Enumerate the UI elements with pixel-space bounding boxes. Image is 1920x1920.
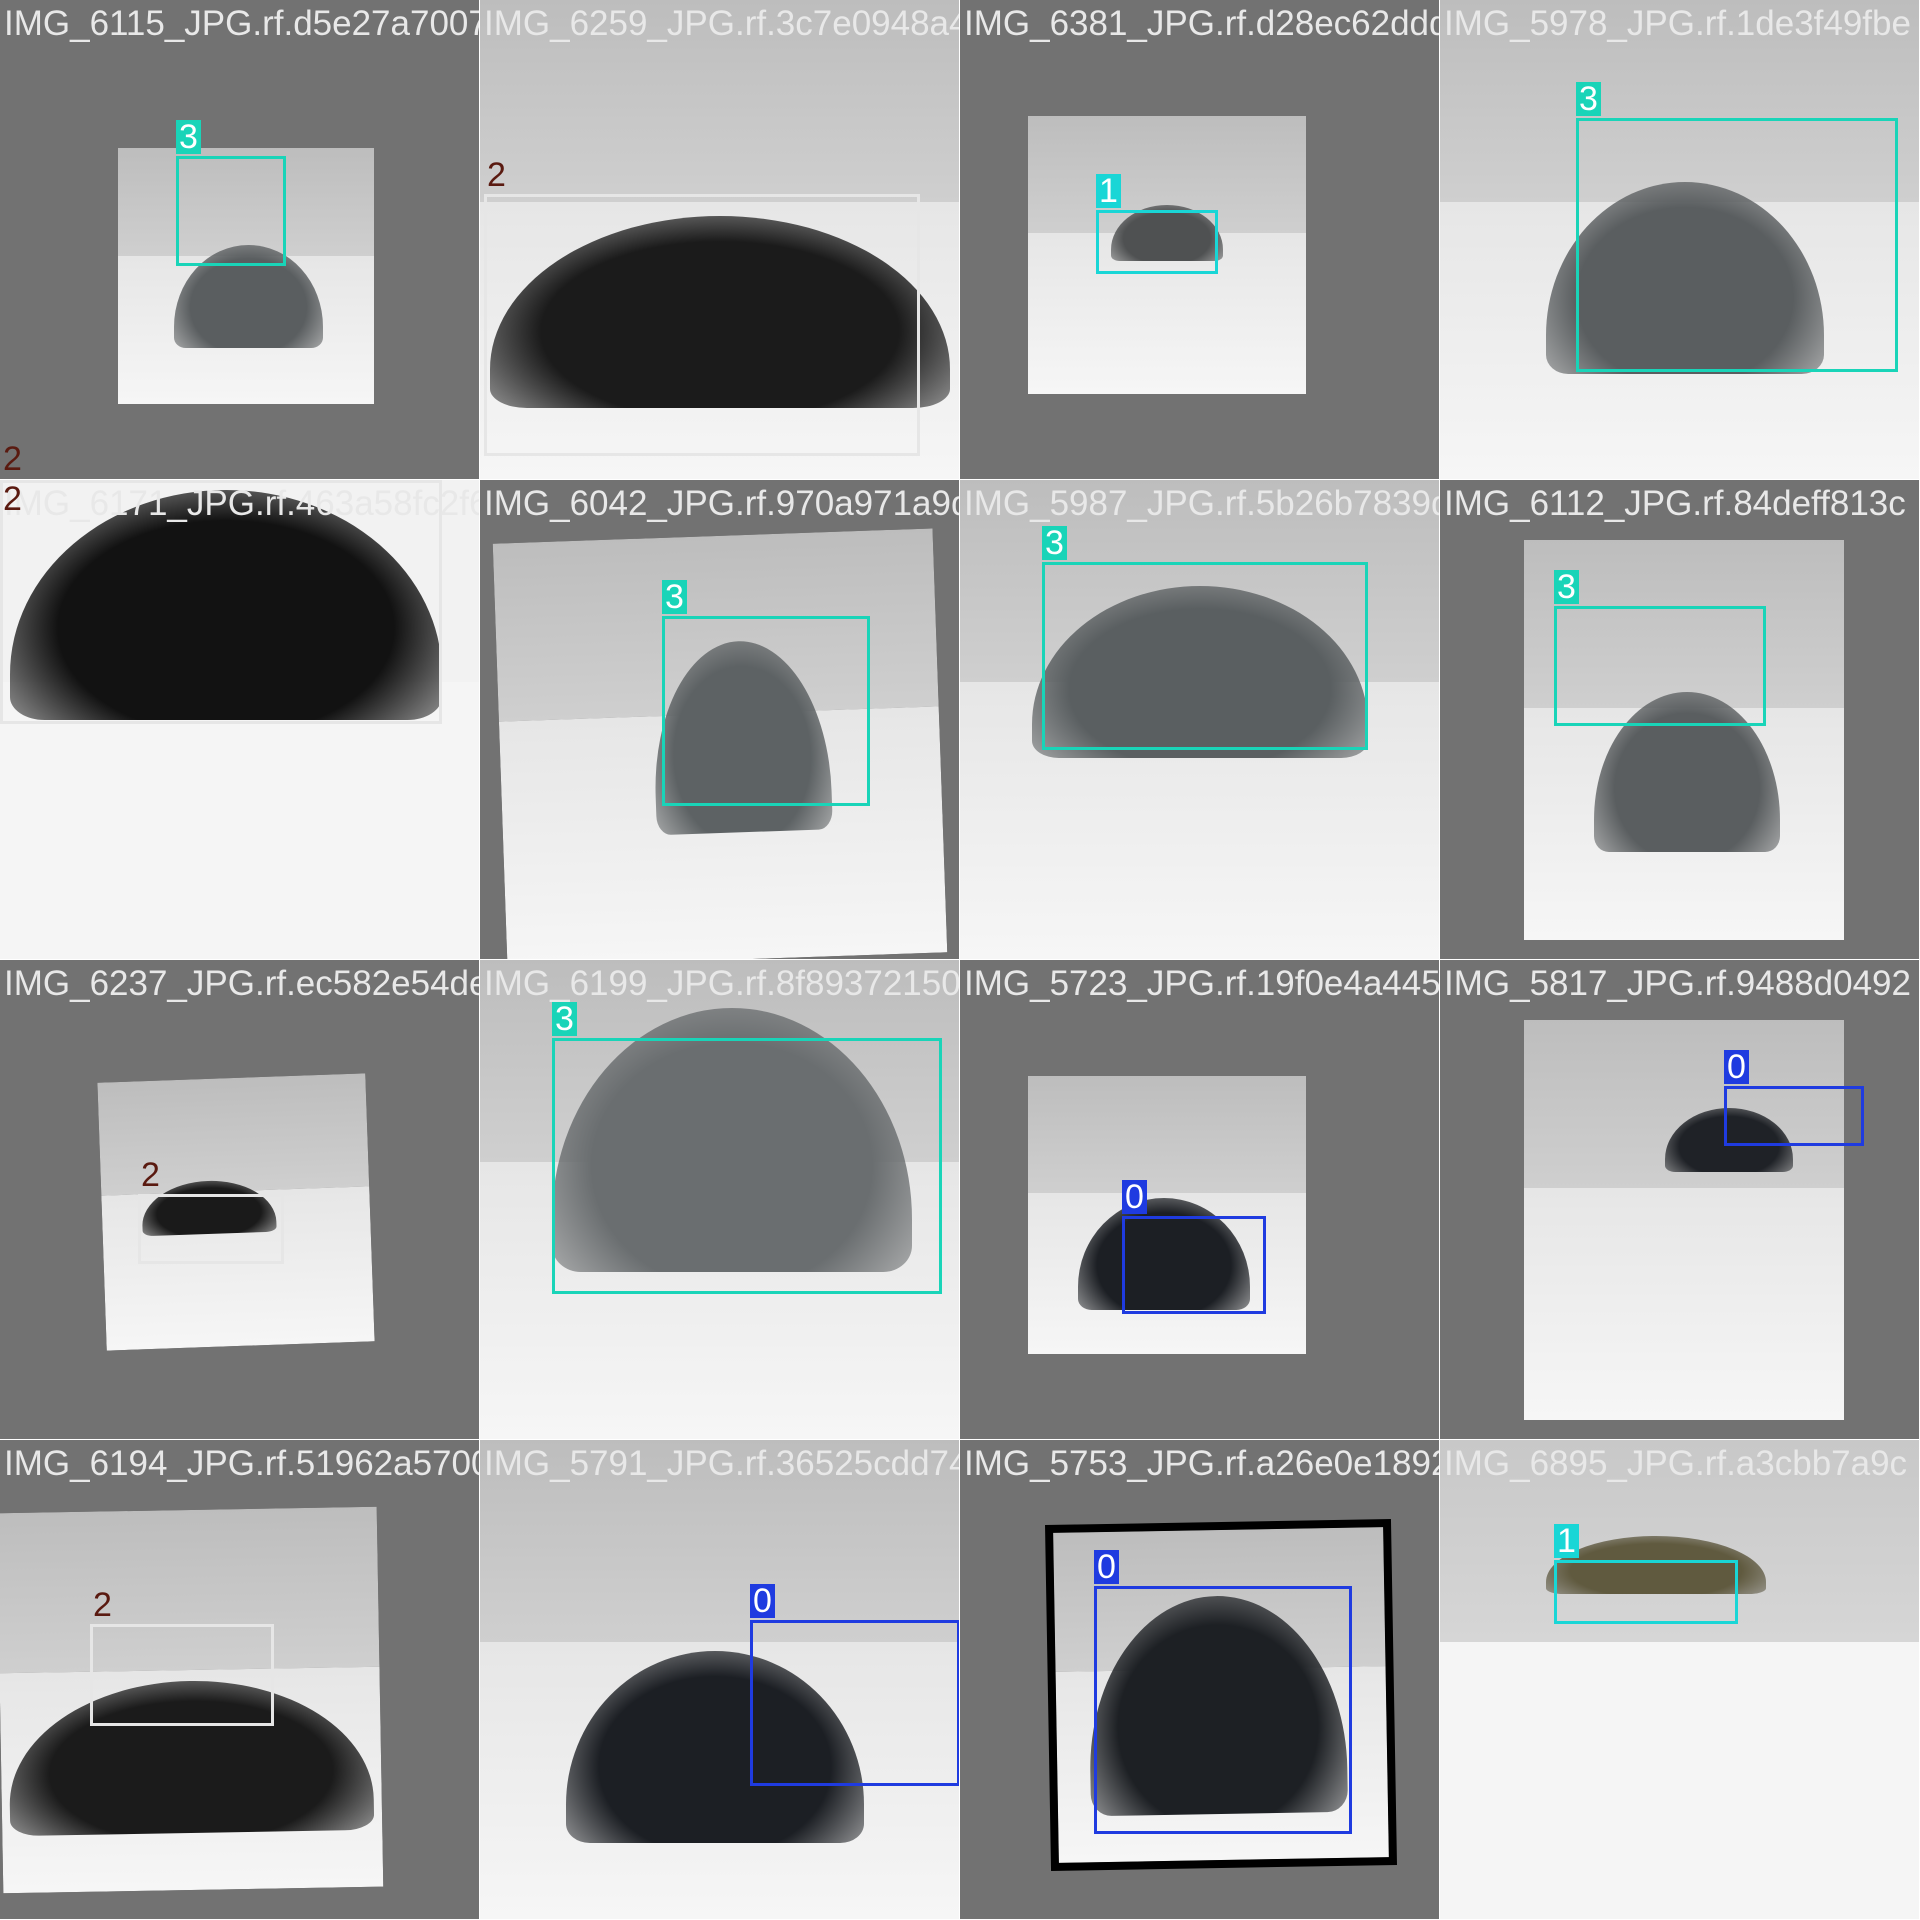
detection-box [750, 1620, 959, 1786]
mosaic-tile: IMG_6112_JPG.rf.84deff813c 3 [1440, 480, 1920, 960]
class-label: 0 [1724, 1050, 1749, 1084]
class-label: 3 [1554, 570, 1579, 604]
mosaic-tile: IMG_6259_JPG.rf.3c7e0948a4089c381cef22d2… [480, 0, 960, 480]
class-label: 0 [1122, 1180, 1147, 1214]
detection-box [138, 1194, 284, 1264]
image-filename: IMG_6199_JPG.rf.8f89372150a289723a3435d1… [484, 964, 960, 1003]
image-filename: IMG_6381_JPG.rf.d28ec62ddd2a1e8297f84584… [964, 4, 1440, 43]
detection-box [552, 1038, 942, 1294]
image-filename: IMG_6171_JPG.rf.463a58fc2f6630042_7e6397… [4, 484, 479, 523]
image-filename: IMG_5817_JPG.rf.9488d0492 [1444, 964, 1911, 1003]
detection-box [1554, 1560, 1738, 1624]
photo-wall [118, 148, 374, 256]
detection-box [484, 194, 920, 456]
mosaic-tile: IMG_5791_JPG.rf.36525cdd74e5eb753e47cfa7… [480, 1440, 960, 1920]
mosaic-tile: IMG_6194_JPG.rf.51962a57006284791bb7442d… [0, 1440, 480, 1920]
image-filename: IMG_5791_JPG.rf.36525cdd74e5eb753e47cfa7… [484, 1444, 959, 1483]
sample-photo [1440, 0, 1919, 479]
class-label: 0 [1094, 1550, 1119, 1584]
class-label: 0 [750, 1584, 775, 1618]
class-label: 2 [93, 1586, 112, 1624]
class-label: 1 [1096, 174, 1121, 208]
mosaic-tile: IMG_6381_JPG.rf.d28ec62ddd2a1e8297f84584… [960, 0, 1440, 480]
sample-photo [1524, 540, 1844, 940]
photo-wall [1524, 540, 1844, 708]
photo-floor [0, 681, 479, 959]
image-filename: IMG_5987_JPG.rf.5b26b7839d6eb8112dde71f8… [964, 484, 1439, 523]
mosaic-tile: IMG_6042_JPG.rf.970a971a9d4c2498175f83e5… [480, 480, 960, 960]
mosaic-tile: IMG_6171_JPG.rf.463a58fc2f6630042_7e6397… [0, 480, 480, 960]
detection-box [662, 616, 870, 806]
photo-floor [1524, 1188, 1844, 1420]
detection-box [1096, 210, 1218, 274]
class-label: 2 [141, 1156, 160, 1194]
mosaic-tile: IMG_6895_JPG.rf.a3cbb7a9c 1 [1440, 1440, 1920, 1920]
sample-photo [1028, 116, 1306, 394]
sample-photo [1440, 1440, 1919, 1919]
mosaic-tile: IMG_5987_JPG.rf.5b26b7839d6eb8112dde71f8… [960, 480, 1440, 960]
image-filename: IMG_6112_JPG.rf.84deff813c [1444, 484, 1906, 523]
class-label: 2 [487, 156, 506, 194]
class-label: 3 [662, 580, 687, 614]
mosaic-tile: IMG_5753_JPG.rf.a26e0e1892763895fd0a3cbb… [960, 1440, 1440, 1920]
sample-photo [480, 960, 959, 1439]
detection-box [1576, 118, 1898, 372]
class-label: 3 [552, 1002, 577, 1036]
detection-box [1554, 606, 1766, 726]
mosaic-tile: IMG_5978_JPG.rf.1de3f49fbe 3 [1440, 0, 1920, 480]
detection-box [1724, 1086, 1864, 1146]
detection-box [1122, 1216, 1266, 1314]
detection-box [0, 480, 442, 724]
sample-photo [480, 1440, 959, 1919]
mosaic-tile: IMG_6115_JPG.rf.d5e27a70076716249_a269ef… [0, 0, 480, 480]
mosaic-tile: IMG_5817_JPG.rf.9488d0492 0 [1440, 960, 1920, 1440]
image-filename: IMG_6895_JPG.rf.a3cbb7a9c [1444, 1444, 1908, 1483]
image-filename: IMG_6237_JPG.rf.ec582e54de1a3699e4f6baf8… [4, 964, 479, 1003]
sample-photo [960, 480, 1439, 959]
image-filename: IMG_6259_JPG.rf.3c7e0948a4089c381cef22d2… [484, 4, 959, 43]
image-filename: IMG_6042_JPG.rf.970a971a9d4c2498175f83e5… [484, 484, 959, 523]
class-label: 2 [3, 480, 22, 518]
photo-wall [1028, 1076, 1306, 1193]
detection-box [176, 156, 286, 266]
image-filename: IMG_6194_JPG.rf.51962a57006284791bb7442d… [4, 1444, 479, 1483]
class-label: 3 [176, 120, 201, 154]
image-filename: IMG_5978_JPG.rf.1de3f49fbe [1444, 4, 1911, 43]
class-label: 1 [1554, 1524, 1579, 1558]
mosaic-tile: IMG_6199_JPG.rf.8f89372150a289723a3435d1… [480, 960, 960, 1440]
photo-wall [480, 0, 959, 202]
sample-photo [118, 148, 374, 404]
detection-box [1094, 1586, 1352, 1834]
image-filename: IMG_5723_JPG.rf.19f0e4a4458183791_7b4d94… [964, 964, 1440, 1003]
detection-box [90, 1624, 274, 1726]
sample-photo [1524, 1020, 1844, 1420]
photo-wall [1440, 0, 1919, 202]
photo-wall [480, 1440, 959, 1642]
sample-photo [1028, 1076, 1306, 1354]
photo-floor [1440, 1641, 1919, 1919]
detection-box [1042, 562, 1368, 750]
mosaic-tile: IMG_6237_JPG.rf.ec582e54de1a3699e4f6baf8… [0, 960, 480, 1440]
sample-photo [480, 0, 959, 479]
image-filename: IMG_5753_JPG.rf.a26e0e1892763895fd0a3cbb… [964, 1444, 1439, 1483]
mosaic-tile: IMG_5723_JPG.rf.19f0e4a4458183791_7b4d94… [960, 960, 1440, 1440]
sample-photo [0, 480, 479, 959]
image-filename: IMG_6115_JPG.rf.d5e27a70076716249_a269ef… [4, 4, 479, 43]
class-label: 2 [3, 440, 22, 478]
class-label: 3 [1042, 526, 1067, 560]
class-label: 3 [1576, 82, 1601, 116]
